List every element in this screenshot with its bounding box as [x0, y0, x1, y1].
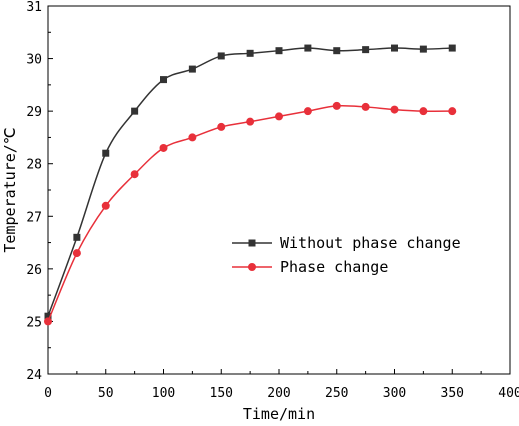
x-axis-title: Time/min: [243, 405, 315, 423]
data-point: [217, 52, 225, 60]
x-tick-label: 200: [267, 386, 290, 401]
x-tick-label: 50: [98, 386, 114, 401]
data-point: [362, 46, 370, 54]
data-point: [448, 44, 456, 52]
data-point: [332, 101, 341, 110]
series-2: [44, 101, 457, 326]
series-1: [44, 44, 456, 320]
data-point: [419, 45, 427, 53]
data-point: [246, 117, 255, 126]
y-tick-label: 31: [26, 0, 42, 15]
series-line: [47, 47, 453, 317]
legend-marker: [248, 263, 256, 271]
data-point: [303, 107, 312, 116]
y-tick-label: 26: [26, 263, 42, 278]
data-point: [101, 201, 110, 210]
legend-label: Phase change: [280, 258, 388, 276]
y-tick-label: 30: [26, 53, 42, 68]
data-point: [391, 44, 398, 52]
x-tick-label: 400: [498, 386, 519, 401]
series-layer: [44, 44, 457, 326]
data-point: [44, 312, 52, 320]
data-point: [361, 102, 370, 111]
y-tick-label: 27: [26, 210, 42, 225]
y-axis-title: Temperature/℃: [1, 127, 19, 252]
data-point: [73, 233, 81, 241]
data-point: [130, 170, 139, 179]
series-line: [47, 104, 453, 322]
data-point: [304, 44, 312, 52]
legend-item: Without phase change: [232, 234, 461, 252]
x-tick-label: 0: [44, 386, 52, 401]
legend-label: Without phase change: [280, 234, 461, 252]
data-point: [275, 112, 283, 121]
y-tick-label: 29: [26, 105, 42, 120]
plot-frame: [47, 5, 511, 375]
legend-item: Phase change: [232, 258, 388, 276]
y-tick-label: 25: [26, 315, 42, 330]
x-axis: 0 50 100 150 200 250 300 350 400: [44, 369, 519, 401]
data-point: [102, 149, 110, 157]
data-point: [188, 133, 197, 142]
data-point: [44, 317, 52, 326]
data-point: [72, 249, 81, 258]
x-tick-label: 150: [210, 386, 233, 401]
data-point: [333, 47, 341, 55]
data-point: [390, 105, 399, 114]
x-tick-label: 300: [383, 386, 406, 401]
legend: Without phase change Phase change: [232, 234, 461, 276]
data-point: [448, 107, 457, 116]
x-tick-label: 250: [325, 386, 348, 401]
data-point: [246, 49, 254, 57]
y-tick-label: 24: [26, 368, 42, 383]
data-point: [160, 76, 167, 84]
data-point: [217, 122, 226, 131]
y-axis: 24 25 26 27 28 29 30 31: [26, 0, 53, 383]
data-point: [188, 65, 196, 73]
x-tick-label: 100: [152, 386, 175, 401]
y-tick-label: 28: [26, 158, 42, 173]
data-point: [419, 107, 428, 116]
data-point: [131, 107, 139, 115]
data-point: [275, 47, 283, 55]
legend-marker: [248, 239, 256, 247]
x-tick-label: 350: [441, 386, 464, 401]
data-point: [159, 143, 168, 152]
plot-area: [47, 5, 511, 375]
